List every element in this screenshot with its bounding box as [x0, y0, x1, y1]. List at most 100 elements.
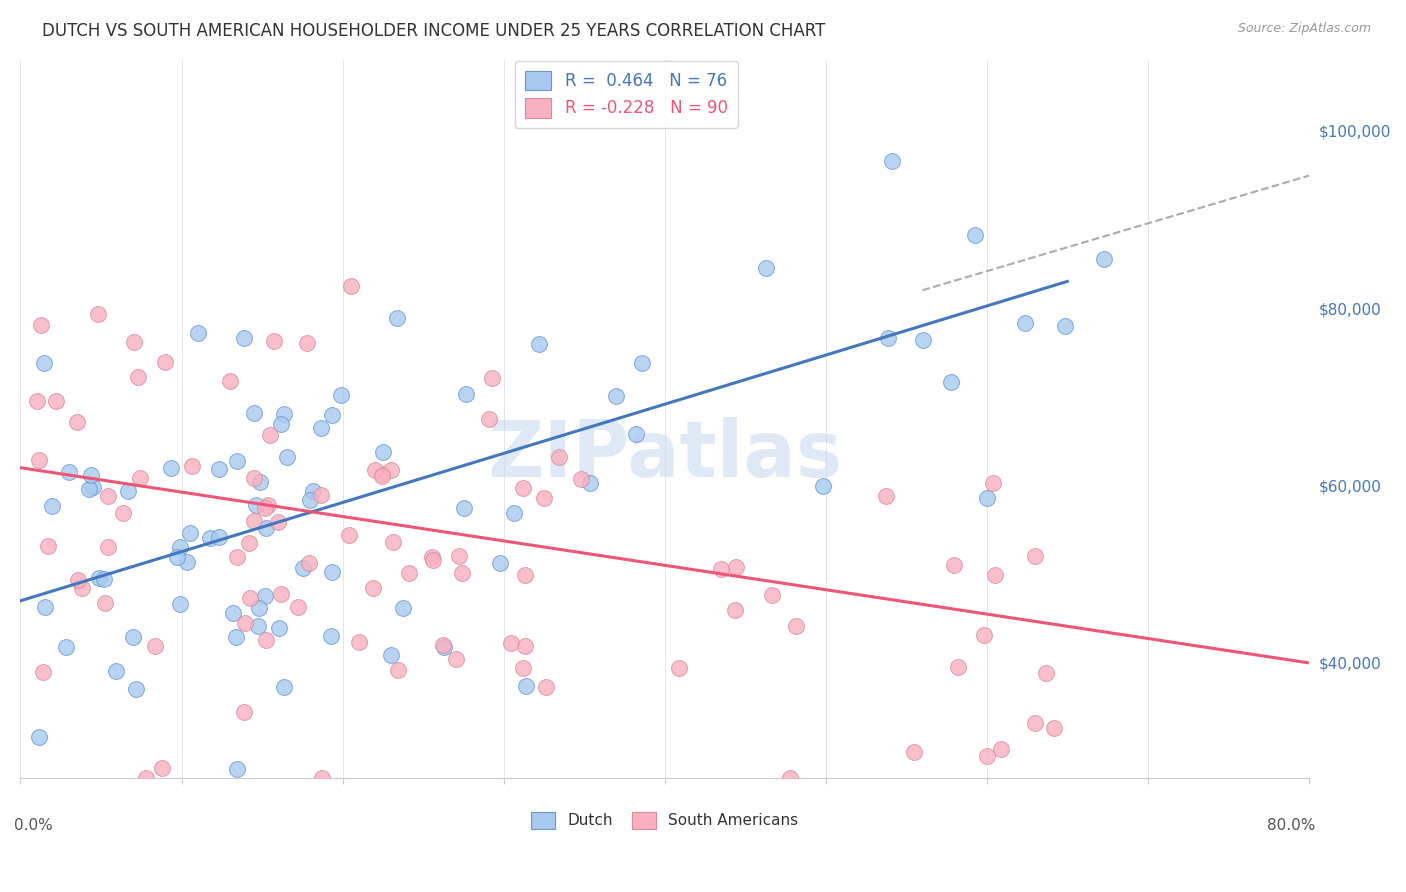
Point: [321, 408, 343, 422]
Point: [245, 498, 267, 512]
Point: [371, 445, 394, 459]
Point: [135, 771, 157, 785]
Point: [963, 227, 986, 242]
Point: [710, 562, 733, 576]
Point: [299, 492, 322, 507]
Point: [253, 501, 276, 516]
Point: [875, 489, 897, 503]
Point: [287, 600, 309, 615]
Point: [263, 334, 285, 349]
Point: [298, 556, 321, 570]
Point: [89, 571, 111, 585]
Point: [273, 407, 295, 421]
Point: [976, 491, 998, 505]
Point: [257, 498, 280, 512]
Point: [321, 565, 343, 579]
Point: [117, 483, 139, 498]
Point: [233, 616, 256, 631]
Point: [276, 450, 298, 465]
Point: [254, 589, 277, 603]
Point: [179, 525, 201, 540]
Text: Source: ZipAtlas.com: Source: ZipAtlas.com: [1237, 22, 1371, 36]
Point: [946, 659, 969, 673]
Point: [512, 661, 534, 675]
Point: [387, 663, 409, 677]
Point: [880, 153, 903, 168]
Point: [176, 555, 198, 569]
Point: [243, 514, 266, 528]
Point: [181, 459, 204, 474]
Point: [125, 681, 148, 696]
Point: [813, 479, 835, 493]
Point: [502, 506, 524, 520]
Point: [122, 630, 145, 644]
Legend: Dutch, South Americans: Dutch, South Americans: [524, 805, 804, 835]
Point: [111, 506, 134, 520]
Point: [1054, 319, 1077, 334]
Point: [104, 664, 127, 678]
Point: [481, 371, 503, 385]
Point: [668, 660, 690, 674]
Point: [249, 600, 271, 615]
Point: [515, 568, 537, 582]
Point: [32, 356, 55, 370]
Point: [66, 573, 89, 587]
Point: [761, 588, 783, 602]
Point: [422, 553, 444, 567]
Point: [129, 471, 152, 485]
Point: [150, 761, 173, 775]
Point: [364, 462, 387, 476]
Point: [208, 530, 231, 544]
Point: [82, 480, 104, 494]
Point: [547, 450, 569, 464]
Point: [41, 500, 63, 514]
Point: [80, 467, 103, 482]
Point: [984, 568, 1007, 582]
Point: [233, 705, 256, 719]
Point: [501, 635, 523, 649]
Point: [239, 591, 262, 605]
Point: [398, 566, 420, 580]
Point: [127, 370, 149, 384]
Point: [785, 618, 807, 632]
Point: [392, 601, 415, 615]
Point: [981, 476, 1004, 491]
Point: [329, 388, 352, 402]
Point: [319, 629, 342, 643]
Point: [292, 561, 315, 575]
Point: [247, 619, 270, 633]
Point: [259, 428, 281, 442]
Point: [66, 415, 89, 429]
Point: [37, 539, 59, 553]
Point: [456, 386, 478, 401]
Point: [169, 597, 191, 611]
Point: [349, 635, 371, 649]
Text: 80.0%: 80.0%: [1267, 818, 1316, 833]
Point: [478, 411, 501, 425]
Point: [337, 528, 360, 542]
Point: [536, 680, 558, 694]
Point: [380, 463, 402, 477]
Point: [232, 331, 254, 345]
Point: [77, 483, 100, 497]
Point: [30, 318, 52, 332]
Point: [97, 541, 120, 555]
Point: [877, 331, 900, 345]
Point: [433, 640, 456, 654]
Point: [242, 406, 264, 420]
Point: [340, 279, 363, 293]
Point: [32, 665, 55, 679]
Point: [512, 481, 534, 495]
Point: [225, 630, 247, 644]
Point: [218, 375, 240, 389]
Point: [942, 558, 965, 572]
Point: [143, 639, 166, 653]
Point: [1024, 716, 1046, 731]
Point: [153, 355, 176, 369]
Point: [1092, 252, 1115, 266]
Point: [87, 307, 110, 321]
Point: [28, 453, 51, 467]
Point: [270, 417, 292, 431]
Point: [1014, 317, 1036, 331]
Point: [200, 531, 222, 545]
